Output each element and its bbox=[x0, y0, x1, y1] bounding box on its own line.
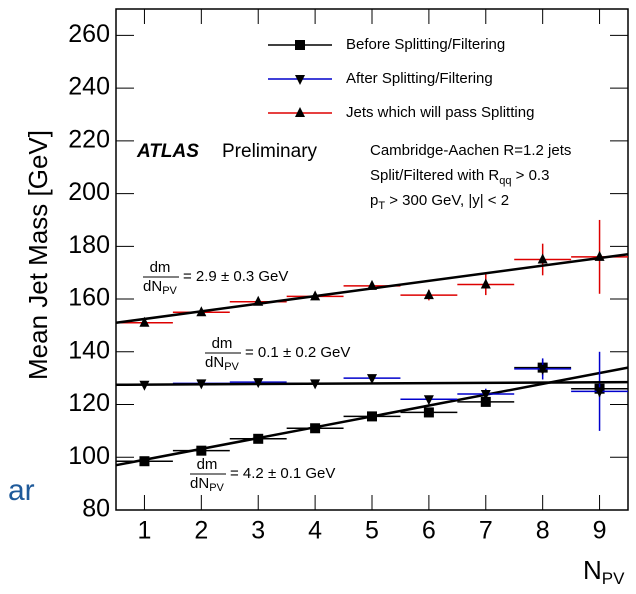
y-tick-label: 180 bbox=[68, 231, 110, 259]
legend-marker bbox=[295, 107, 305, 117]
x-tick-label: 5 bbox=[365, 517, 379, 545]
fit-label-denominator: dNPV bbox=[190, 475, 225, 494]
fit-label-text: = 2.9 ± 0.3 GeV bbox=[183, 268, 288, 285]
y-tick-label: 120 bbox=[68, 389, 110, 417]
marker bbox=[480, 396, 491, 407]
marker bbox=[423, 395, 434, 406]
x-tick-label: 6 bbox=[422, 517, 436, 545]
y-tick-label: 260 bbox=[68, 20, 110, 48]
x-tick-label: 1 bbox=[137, 517, 151, 545]
y-tick-label: 100 bbox=[68, 442, 110, 470]
fit-label-text: = 0.1 ± 0.2 GeV bbox=[245, 344, 350, 361]
y-tick-label: 140 bbox=[68, 336, 110, 364]
x-tick-label: 2 bbox=[194, 517, 208, 545]
denominator-main: dN bbox=[205, 354, 224, 371]
info-text: Split/Filtered with R bbox=[370, 167, 499, 184]
info-after: > 300 GeV, |y| < 2 bbox=[385, 192, 509, 209]
x-tick-label: 4 bbox=[308, 517, 322, 545]
info-line: Cambridge-Aachen R=1.2 jets bbox=[370, 142, 571, 159]
stray-text: ar bbox=[8, 474, 35, 507]
marker bbox=[139, 316, 150, 327]
marker bbox=[594, 387, 605, 398]
denominator-sub: PV bbox=[224, 361, 239, 373]
fit-label-numerator: dm bbox=[212, 335, 233, 352]
info-after: > 0.3 bbox=[511, 167, 549, 184]
legend-label: Before Splitting/Filtering bbox=[346, 36, 505, 53]
y-tick-label: 160 bbox=[68, 284, 110, 312]
marker bbox=[423, 289, 434, 300]
legend-label: Jets which will pass Splitting bbox=[346, 104, 534, 121]
x-tick-label: 3 bbox=[251, 517, 265, 545]
y-tick-label: 80 bbox=[82, 495, 110, 523]
status-label: Preliminary bbox=[222, 141, 318, 162]
info-text: p bbox=[370, 192, 378, 209]
experiment-label: ATLAS bbox=[136, 141, 199, 162]
denominator-main: dN bbox=[190, 475, 209, 492]
denominator-sub: PV bbox=[209, 482, 224, 494]
marker bbox=[196, 445, 207, 456]
marker bbox=[423, 407, 434, 418]
x-tick-label: 9 bbox=[593, 517, 607, 545]
y-tick-label: 200 bbox=[68, 178, 110, 206]
denominator-sub: PV bbox=[162, 285, 177, 297]
marker bbox=[139, 456, 150, 467]
fit-line bbox=[115, 366, 629, 467]
fit-label-denominator: dNPV bbox=[205, 354, 240, 373]
y-axis-label: Mean Jet Mass [GeV] bbox=[23, 130, 53, 380]
denominator-main: dN bbox=[143, 278, 162, 295]
fit-label-numerator: dm bbox=[150, 259, 171, 276]
x-axis-label: NPV bbox=[583, 555, 625, 589]
legend-label: After Splitting/Filtering bbox=[346, 70, 493, 87]
x-axis-label-main: N bbox=[583, 555, 602, 585]
legend-marker bbox=[295, 75, 305, 85]
fit-line bbox=[115, 252, 629, 325]
fit-label-denominator: dNPV bbox=[143, 278, 178, 297]
fit-line bbox=[115, 380, 629, 386]
info-line: pT > 300 GeV, |y| < 2 bbox=[370, 192, 509, 212]
marker bbox=[537, 364, 548, 375]
info-sub: qq bbox=[499, 175, 511, 187]
x-tick-label: 8 bbox=[536, 517, 550, 545]
y-tick-label: 240 bbox=[68, 73, 110, 101]
x-axis-label-sub: PV bbox=[602, 569, 625, 588]
info-line: Split/Filtered with Rqq > 0.3 bbox=[370, 167, 549, 187]
fit-label-numerator: dm bbox=[197, 456, 218, 473]
info-sub: T bbox=[378, 200, 385, 212]
marker bbox=[537, 253, 548, 264]
fit-label-text: = 4.2 ± 0.1 GeV bbox=[230, 465, 335, 482]
info-text: Cambridge-Aachen R=1.2 jets bbox=[370, 142, 571, 159]
marker bbox=[480, 389, 491, 400]
legend-marker bbox=[295, 40, 305, 50]
marker bbox=[480, 278, 491, 289]
marker bbox=[367, 374, 377, 385]
x-tick-label: 7 bbox=[479, 517, 493, 545]
y-tick-label: 220 bbox=[68, 125, 110, 153]
